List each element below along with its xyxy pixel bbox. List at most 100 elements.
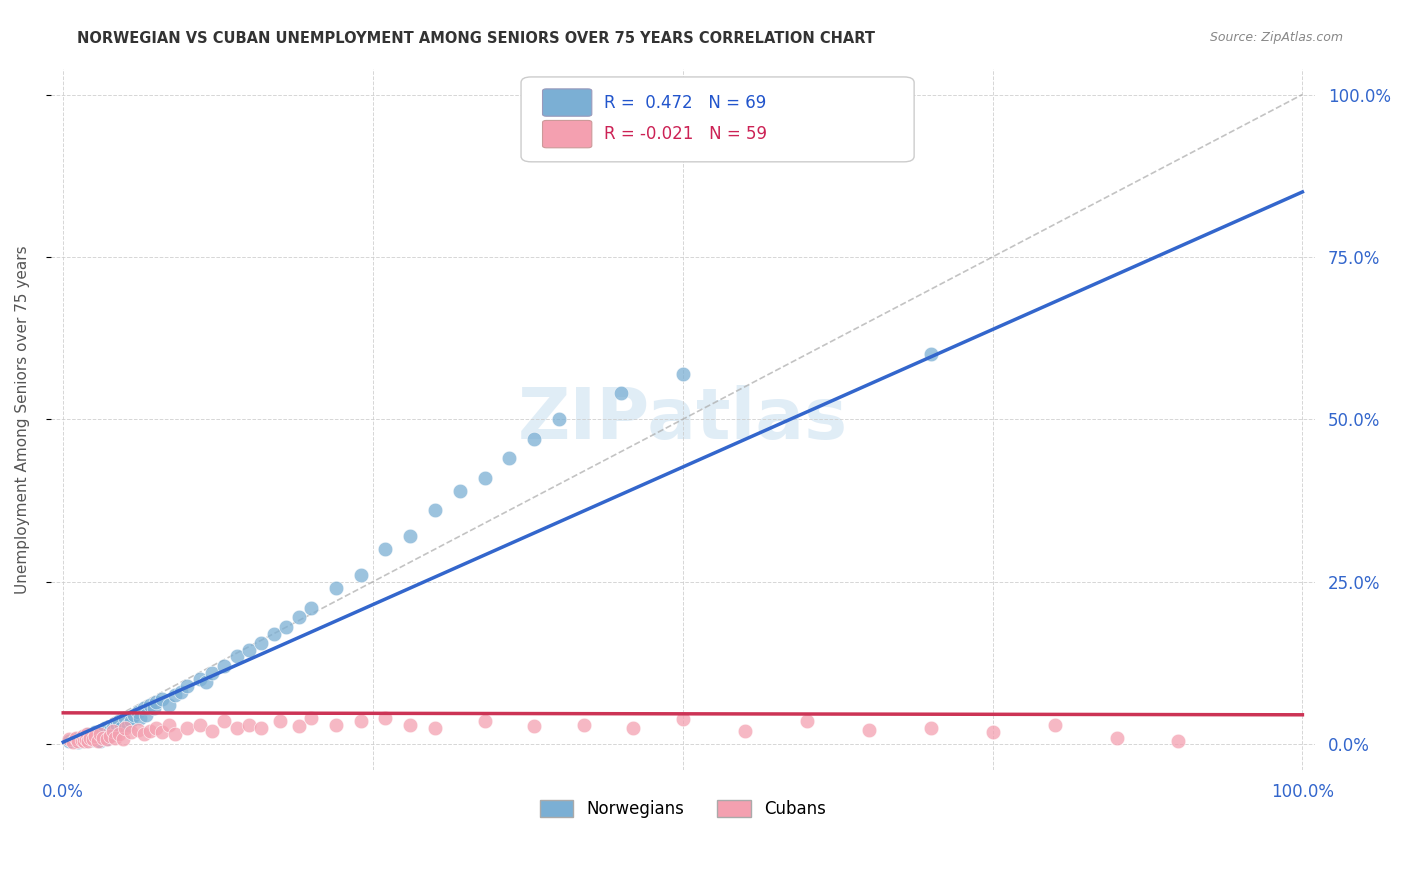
Point xyxy=(150,691,173,706)
Point xyxy=(75,734,97,748)
Point xyxy=(58,733,80,747)
Point xyxy=(349,568,371,582)
Point xyxy=(58,731,80,746)
Point xyxy=(62,735,84,749)
Point xyxy=(87,727,110,741)
Point xyxy=(82,732,104,747)
Point xyxy=(96,731,118,746)
Point xyxy=(120,725,142,739)
Point xyxy=(91,724,114,739)
Point xyxy=(548,412,571,426)
Point xyxy=(474,471,496,485)
FancyBboxPatch shape xyxy=(543,89,592,116)
Point xyxy=(76,731,98,746)
Point xyxy=(474,714,496,729)
Point xyxy=(263,626,285,640)
Point xyxy=(120,714,142,729)
Point xyxy=(86,731,108,746)
Point xyxy=(89,733,111,747)
Point xyxy=(225,721,247,735)
Point xyxy=(214,714,236,729)
Point xyxy=(72,731,94,745)
Point xyxy=(145,721,167,735)
Point xyxy=(423,721,446,735)
Point xyxy=(1043,717,1066,731)
Point xyxy=(127,723,149,737)
Point xyxy=(139,724,162,739)
Point xyxy=(77,727,100,741)
Point xyxy=(105,717,128,731)
Point xyxy=(201,724,224,739)
Point xyxy=(98,724,121,739)
Point xyxy=(117,717,139,731)
Point xyxy=(188,717,211,731)
Point xyxy=(139,698,162,712)
Point xyxy=(374,542,396,557)
Point xyxy=(91,731,114,745)
Point xyxy=(672,367,695,381)
Point xyxy=(75,731,97,746)
Point xyxy=(572,717,595,731)
Point xyxy=(132,727,155,741)
Point xyxy=(89,727,111,741)
Point xyxy=(981,725,1004,739)
Point xyxy=(225,649,247,664)
FancyBboxPatch shape xyxy=(522,77,914,161)
Text: NORWEGIAN VS CUBAN UNEMPLOYMENT AMONG SENIORS OVER 75 YEARS CORRELATION CHART: NORWEGIAN VS CUBAN UNEMPLOYMENT AMONG SE… xyxy=(77,31,876,46)
Point xyxy=(374,711,396,725)
Point xyxy=(73,729,96,743)
Point xyxy=(276,620,298,634)
Point xyxy=(103,727,125,741)
Point xyxy=(108,714,131,729)
Point xyxy=(238,717,260,731)
Text: ZIPatlas: ZIPatlas xyxy=(517,384,848,454)
Point xyxy=(79,731,101,745)
Point xyxy=(1105,731,1128,745)
Point xyxy=(108,727,131,741)
Point xyxy=(101,721,124,735)
Text: R = -0.021   N = 59: R = -0.021 N = 59 xyxy=(605,126,768,144)
Point xyxy=(84,725,107,739)
Point xyxy=(84,729,107,743)
Point xyxy=(325,717,347,731)
Point xyxy=(77,733,100,747)
Point xyxy=(449,483,471,498)
Point xyxy=(145,695,167,709)
Point xyxy=(129,711,152,725)
Point xyxy=(157,717,180,731)
Point xyxy=(920,347,942,361)
Point xyxy=(250,636,273,650)
Point xyxy=(83,729,105,743)
Point xyxy=(110,721,132,735)
Point xyxy=(76,727,98,741)
Point xyxy=(325,581,347,595)
Point xyxy=(111,731,134,746)
Point xyxy=(142,701,165,715)
Point xyxy=(498,451,520,466)
Point xyxy=(399,529,422,543)
Point xyxy=(238,643,260,657)
Point xyxy=(176,721,198,735)
Point xyxy=(80,733,103,747)
Point xyxy=(65,731,87,746)
Text: R =  0.472   N = 69: R = 0.472 N = 69 xyxy=(605,94,766,112)
Point xyxy=(157,698,180,712)
Point xyxy=(127,705,149,719)
Point xyxy=(65,731,87,745)
FancyBboxPatch shape xyxy=(543,120,592,148)
Point xyxy=(114,711,136,725)
Point xyxy=(734,724,756,739)
Point xyxy=(67,735,90,749)
Point xyxy=(621,721,644,735)
Point xyxy=(299,711,322,725)
Point xyxy=(163,727,186,741)
Point xyxy=(93,729,115,743)
Point xyxy=(423,503,446,517)
Point xyxy=(287,610,309,624)
Point xyxy=(70,733,93,747)
Point xyxy=(122,707,145,722)
Point xyxy=(79,731,101,745)
Point xyxy=(94,721,117,735)
Point xyxy=(1167,733,1189,747)
Point xyxy=(104,731,127,745)
